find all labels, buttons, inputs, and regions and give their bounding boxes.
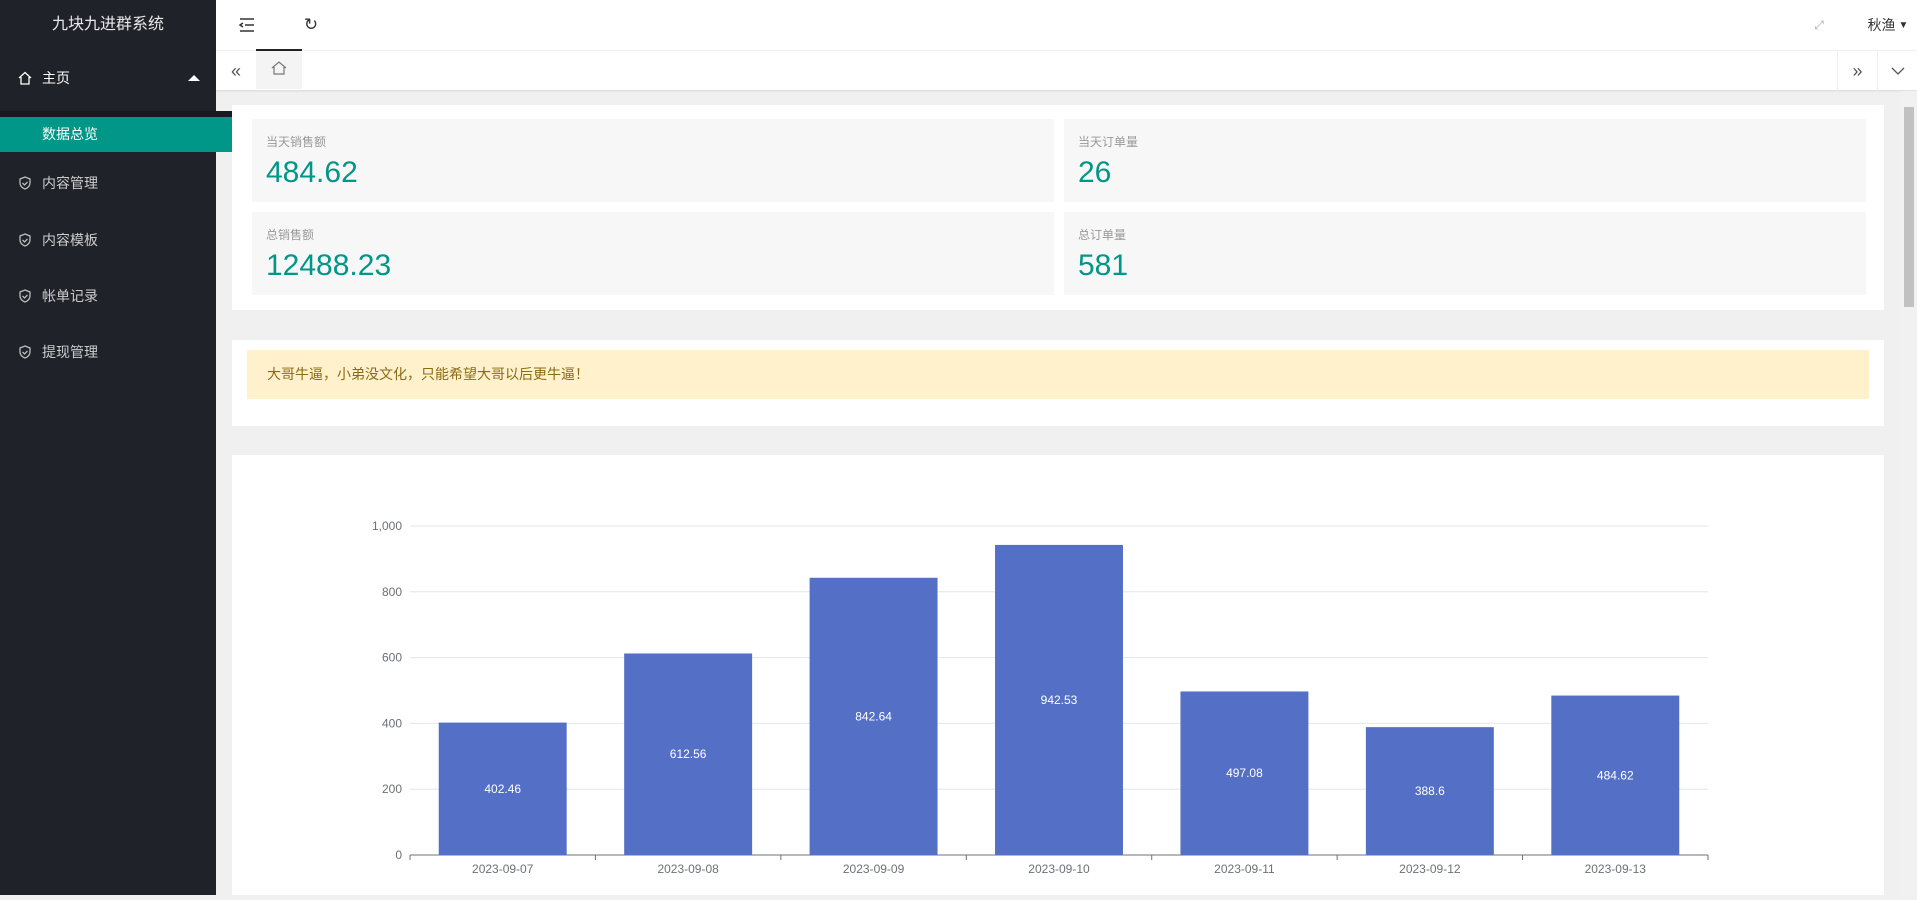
sidebar-item-label: 帐单记录 <box>42 288 98 304</box>
sidebar-item-home[interactable]: 主页 <box>0 55 216 101</box>
shield-icon <box>18 289 32 303</box>
sales-bar-chart: 0 200 400 600 800 1,000 402.46 2023-09-07 612.56… <box>372 519 1709 876</box>
x-tick-label: 2023-09-08 <box>657 862 719 876</box>
home-icon <box>271 60 287 80</box>
bar-value-label: 942.53 <box>1041 693 1078 707</box>
bar <box>1180 691 1309 855</box>
stat-card-total-sales: 总销售额 12488.23 <box>252 212 1054 295</box>
caret-up-icon <box>188 75 200 81</box>
stat-label: 当天订单量 <box>1078 135 1139 149</box>
sidebar: 九块九进群系统 主页 数据总览 内容管理 内容模板 帐单记录 提现管理 <box>0 0 258 895</box>
bar <box>995 544 1123 855</box>
bar <box>809 577 938 855</box>
y-tick-label: 1,000 <box>372 519 402 533</box>
sidebar-item-label: 主页 <box>42 70 70 86</box>
home-icon <box>18 71 32 85</box>
scrollbar-thumb[interactable] <box>1904 107 1914 307</box>
menu-fold-icon[interactable] <box>224 0 270 50</box>
stat-value: 484.62 <box>266 156 358 189</box>
sidebar-item-dashboard[interactable]: 数据总览 <box>0 111 258 152</box>
app-title: 九块九进群系统 <box>51 16 164 33</box>
sidebar-item-template[interactable]: 内容模板 <box>0 217 216 263</box>
bar <box>1365 727 1494 855</box>
chart-panel: 0 200 400 600 800 1,000 402.46 2023-09-07 612.56… <box>232 455 1884 895</box>
sidebar-item-content[interactable]: 内容管理 <box>0 160 216 206</box>
shield-icon <box>18 345 32 359</box>
bar-value-label: 484.62 <box>1597 768 1634 782</box>
refresh-icon[interactable]: ↻ <box>303 15 319 34</box>
bar-value-label: 497.08 <box>1226 766 1263 780</box>
x-tick-label: 2023-09-12 <box>1399 862 1461 876</box>
tab-home[interactable] <box>256 49 302 89</box>
stat-card-total-orders: 总订单量 581 <box>1064 212 1866 295</box>
x-tick-label: 2023-09-10 <box>1028 862 1090 876</box>
sidebar-item-bills[interactable]: 帐单记录 <box>0 273 216 319</box>
sidebar-item-label: 内容管理 <box>42 175 98 191</box>
x-tick-label: 2023-09-11 <box>1214 862 1275 876</box>
tabs-next-icon[interactable]: » <box>1837 51 1877 91</box>
bar <box>438 722 567 855</box>
caret-down-icon: ▼ <box>1898 19 1909 31</box>
y-tick-label: 600 <box>382 651 402 665</box>
x-tick-label: 2023-09-13 <box>1585 862 1647 876</box>
sidebar-item-label: 提现管理 <box>42 344 98 360</box>
x-tick-label: 2023-09-09 <box>843 862 905 876</box>
bar-value-label: 388.6 <box>1415 784 1445 798</box>
stat-label: 总订单量 <box>1078 228 1127 242</box>
bar <box>1551 695 1680 855</box>
bar-value-label: 402.46 <box>484 782 521 796</box>
stat-value: 581 <box>1078 249 1129 282</box>
tabs-dropdown-icon[interactable] <box>1877 51 1917 91</box>
sidebar-item-label: 内容模板 <box>42 232 98 248</box>
user-menu[interactable]: 秋渔 ▼ <box>1859 0 1917 50</box>
y-tick-label: 400 <box>382 716 402 730</box>
stat-label: 当天销售额 <box>266 135 327 149</box>
stat-card-today-sales: 当天销售额 484.62 <box>252 119 1054 202</box>
stat-value: 26 <box>1078 156 1112 189</box>
bar <box>624 653 753 855</box>
scrollbar[interactable] <box>1900 91 1917 895</box>
x-tick-label: 2023-09-07 <box>472 862 534 876</box>
sidebar-item-withdraw[interactable]: 提现管理 <box>0 329 216 375</box>
y-tick-label: 0 <box>395 848 402 862</box>
y-tick-label: 800 <box>382 585 402 599</box>
stat-label: 总销售额 <box>266 228 315 242</box>
shield-icon <box>18 176 32 190</box>
user-name: 秋渔 <box>1867 17 1896 33</box>
stat-card-today-orders: 当天订单量 26 <box>1064 119 1866 202</box>
shield-icon <box>18 233 32 247</box>
stats-panel: 当天销售额 484.62 当天订单量 26 总销售额 12488.23 总订单量 581 <box>232 105 1884 310</box>
bar-value-label: 842.64 <box>855 709 892 723</box>
tab-bar: « » <box>216 49 1917 91</box>
tabs-prev-icon[interactable]: « <box>230 60 241 81</box>
y-tick-label: 200 <box>382 782 402 796</box>
stat-value: 12488.23 <box>266 249 392 282</box>
notice-panel: 大哥牛逼，小弟没文化，只能希望大哥以后更牛逼！ <box>232 340 1884 426</box>
notice-alert: 大哥牛逼，小弟没文化，只能希望大哥以后更牛逼！ <box>247 350 1869 399</box>
fullscreen-icon[interactable]: ⤢ <box>1814 17 1824 32</box>
bar-value-label: 612.56 <box>670 747 707 761</box>
top-header: ↻ ⤢ 秋渔 ▼ <box>216 0 1917 50</box>
